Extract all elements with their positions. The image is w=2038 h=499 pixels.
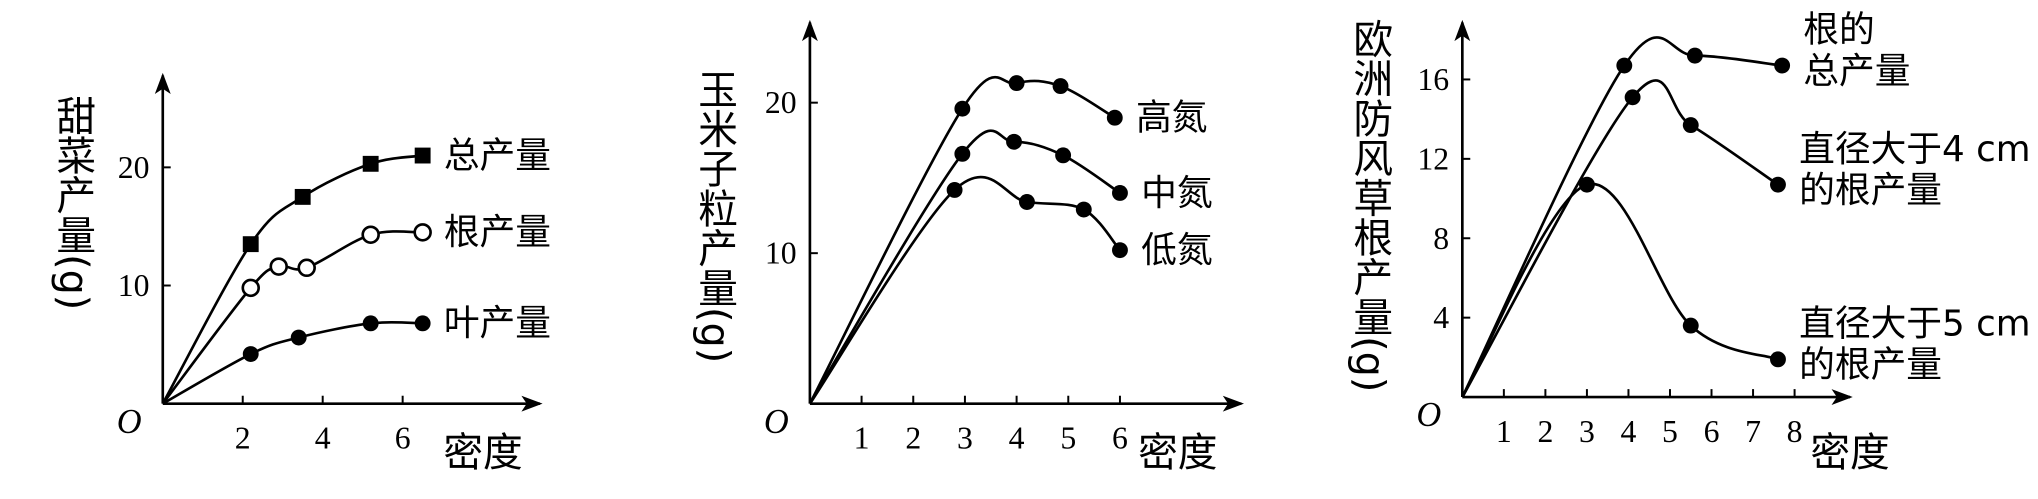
y-axis-label: 甜菜产量(g) — [50, 95, 96, 310]
curve — [1461, 36, 1783, 398]
y-axis-arrow — [1454, 19, 1471, 42]
marker — [1055, 147, 1072, 164]
marker — [269, 257, 288, 276]
marker — [241, 278, 260, 298]
x-tick-label: 4 — [315, 421, 331, 456]
marker — [1774, 57, 1791, 74]
x-tick-label: 2 — [235, 421, 251, 456]
x-axis-arrow — [1222, 395, 1244, 412]
legend-label: 直径大于5 cm 的根产量 — [1799, 304, 2030, 386]
marker — [1686, 47, 1703, 64]
y-axis-label: 玉米子粒产量(g) — [692, 69, 738, 363]
legend-label: 根产量 — [444, 212, 551, 253]
x-tick-label: 6 — [1112, 421, 1128, 456]
curve — [161, 230, 423, 405]
marker — [361, 225, 380, 244]
marker — [954, 145, 971, 162]
x-tick-label: 6 — [1704, 414, 1720, 449]
marker — [1770, 176, 1786, 193]
marker — [242, 346, 259, 362]
x-tick-label: 4 — [1009, 421, 1025, 456]
legend-label: 低氮 — [1141, 230, 1212, 271]
x-axis-label: 密度 — [1138, 430, 1217, 476]
marker — [242, 236, 259, 253]
x-axis-label: 密度 — [443, 430, 522, 476]
marker — [414, 315, 431, 332]
marker — [1019, 194, 1035, 210]
y-tick-label: 4 — [1433, 300, 1449, 335]
y-tick-label: 20 — [118, 150, 150, 185]
marker — [1624, 89, 1641, 106]
marker — [294, 188, 311, 205]
y-axis-label: 欧洲防风草根产量(g) — [1347, 19, 1393, 393]
curve — [808, 175, 1121, 405]
y-tick-label: 12 — [1417, 141, 1449, 176]
marker — [1616, 57, 1633, 74]
marker — [297, 258, 316, 278]
x-tick-label: 1 — [854, 421, 870, 456]
marker — [1578, 176, 1595, 193]
x-tick-label: 5 — [1662, 414, 1678, 449]
x-tick-label: 5 — [1060, 421, 1076, 456]
curve — [808, 75, 1116, 405]
curve — [1461, 79, 1779, 398]
marker — [1052, 78, 1069, 95]
x-tick-label: 3 — [957, 421, 973, 456]
origin-label: O — [1416, 396, 1441, 434]
marker — [1682, 117, 1699, 134]
marker — [1112, 185, 1128, 201]
marker — [946, 182, 963, 198]
x-tick-label: 7 — [1745, 414, 1761, 449]
marker — [1770, 351, 1786, 368]
y-tick-label: 8 — [1433, 221, 1449, 256]
curve — [161, 154, 423, 405]
y-tick-label: 10 — [765, 236, 797, 271]
x-axis-label: 密度 — [1810, 430, 1889, 476]
x-tick-label: 3 — [1579, 414, 1595, 449]
origin-label: O — [117, 403, 142, 441]
y-axis-arrow — [154, 72, 171, 95]
legend-label: 高氮 — [1136, 98, 1207, 139]
x-tick-label: 2 — [1537, 414, 1553, 449]
x-tick-label: 2 — [905, 421, 921, 456]
marker — [954, 100, 971, 117]
marker — [1106, 109, 1123, 126]
x-tick-label: 4 — [1621, 414, 1637, 449]
y-tick-label: 16 — [1417, 62, 1449, 97]
legend-label: 总产量 — [444, 135, 551, 176]
x-axis-arrow — [1831, 389, 1853, 405]
marker — [362, 315, 379, 332]
marker — [362, 155, 379, 172]
y-tick-label: 20 — [765, 85, 797, 120]
origin-label: O — [764, 403, 789, 441]
y-tick-label: 10 — [118, 268, 150, 303]
legend-label: 根的总产量 — [1803, 10, 1910, 92]
x-tick-label: 8 — [1787, 414, 1803, 449]
legend-label: 中氮 — [1141, 173, 1212, 214]
marker — [1075, 201, 1092, 218]
x-tick-label: 1 — [1496, 414, 1512, 449]
marker — [1006, 133, 1022, 150]
x-axis-arrow — [521, 395, 543, 412]
y-axis-arrow — [801, 19, 818, 42]
legend-label: 直径大于4 cm 的根产量 — [1799, 129, 2030, 211]
curve — [1461, 182, 1779, 398]
legend-label: 叶产量 — [444, 303, 551, 344]
marker — [1008, 75, 1025, 92]
x-tick-label: 6 — [395, 421, 411, 456]
marker — [414, 147, 431, 164]
marker — [1112, 242, 1128, 259]
marker — [413, 223, 432, 242]
marker — [290, 329, 307, 346]
curve — [808, 129, 1121, 405]
marker — [1682, 317, 1699, 334]
